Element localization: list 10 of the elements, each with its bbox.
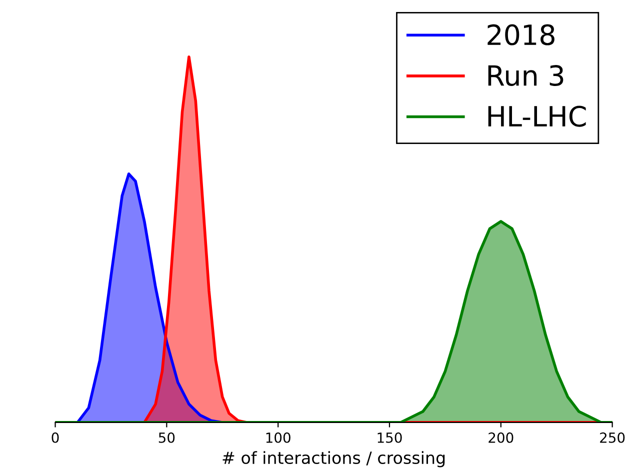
legend-label: 2018	[488, 24, 554, 46]
legend-label: HL-LHC	[488, 106, 586, 127]
x-tick-label: 0	[52, 432, 59, 443]
x-tick-label: 200	[488, 432, 514, 443]
x-tick-label: 50	[158, 432, 175, 443]
x-tick-label: 100	[266, 432, 290, 443]
x-axis-title: # of interactions / crossing	[222, 451, 445, 468]
x-tick-label: 150	[378, 432, 402, 443]
legend-label: Run 3	[488, 65, 564, 86]
x-tick-label: 250	[600, 432, 625, 443]
